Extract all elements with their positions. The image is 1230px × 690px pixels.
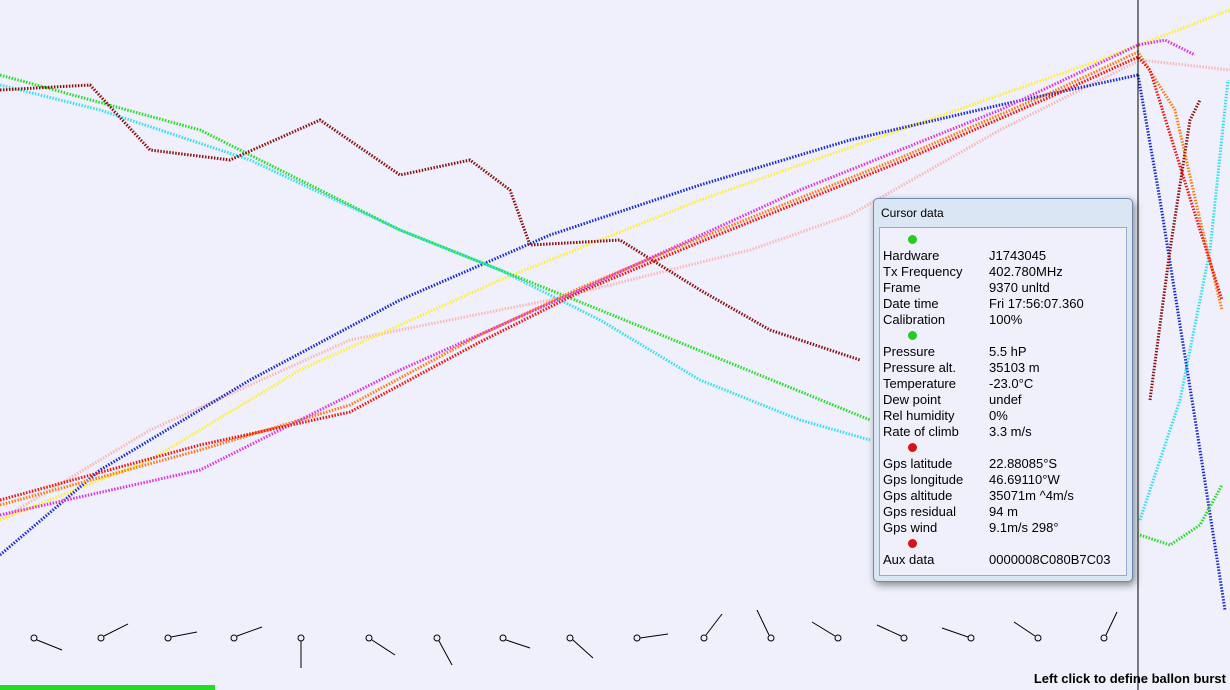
curves (0, 8, 1230, 611)
pink-curve (0, 58, 1230, 522)
field-value: Fri 17:56:07.360 (989, 296, 1084, 311)
field-label: Gps altitude (883, 488, 953, 503)
wind-barbs (30, 609, 1118, 668)
field-value: 94 m (989, 504, 1018, 519)
field-value: 5.5 hP (989, 344, 1027, 359)
cursor-data-panel: Cursor data Hardware J1743045 Tx Frequency… (873, 198, 1133, 582)
field-label: Rel humidity (883, 408, 955, 423)
progress-bar (0, 685, 215, 690)
blue-curve (0, 73, 1139, 557)
field-value: 9.1m/s 298° (989, 520, 1059, 535)
field-label: Dew point (883, 392, 941, 407)
status-dot (908, 443, 917, 452)
field-value: 22.88085°S (989, 456, 1058, 471)
field-value: 9370 unltd (989, 280, 1050, 295)
field-label: Hardware (883, 248, 940, 263)
status-dot (908, 539, 917, 548)
darkred-curve (0, 83, 861, 362)
field-value: -23.0°C (989, 376, 1034, 391)
field-label: Frame (883, 280, 921, 295)
field-label: Gps residual (883, 504, 956, 519)
panel-title: Cursor data (881, 206, 944, 220)
darkred-descent (1148, 99, 1202, 401)
field-value: 35103 m (989, 360, 1040, 375)
panel-body: Hardware J1743045 Tx Frequency 402.780MHz Fr… (879, 227, 1127, 576)
field-label: Temperature (883, 376, 956, 391)
field-label: Calibration (883, 312, 946, 327)
field-label: Rate of climb (883, 424, 959, 439)
field-label: Gps latitude (883, 456, 953, 471)
field-label: Tx Frequency (883, 264, 963, 279)
field-value: 0000008C080B7C03 (989, 552, 1111, 567)
magenta-curve (0, 38, 1196, 517)
field-value: 46.69110°W (989, 472, 1060, 487)
field-value: 3.3 m/s (989, 424, 1032, 439)
field-value: 0% (989, 408, 1008, 423)
field-label: Aux data (883, 552, 935, 567)
status-dot (908, 235, 917, 244)
field-value: J1743045 (989, 248, 1047, 263)
red-curve (0, 55, 1224, 502)
field-label: Gps wind (883, 520, 938, 535)
cyan-curve (0, 83, 871, 442)
green-descent (1139, 484, 1224, 547)
blue-descent (1136, 74, 1227, 611)
field-label: Pressure (883, 344, 936, 359)
field-label: Date time (883, 296, 939, 311)
status-dot (908, 331, 917, 340)
field-value: 402.780MHz (989, 264, 1063, 279)
field-label: Pressure alt. (883, 360, 956, 375)
status-hint: Left click to define ballon burst (1033, 671, 1226, 686)
green-curve (0, 73, 871, 422)
field-value: 100% (989, 312, 1023, 327)
cyan-descent (1138, 79, 1230, 521)
field-value: 35071m ^4m/s (989, 488, 1074, 503)
field-label: Gps longitude (883, 472, 964, 487)
field-value: undef (989, 392, 1022, 407)
